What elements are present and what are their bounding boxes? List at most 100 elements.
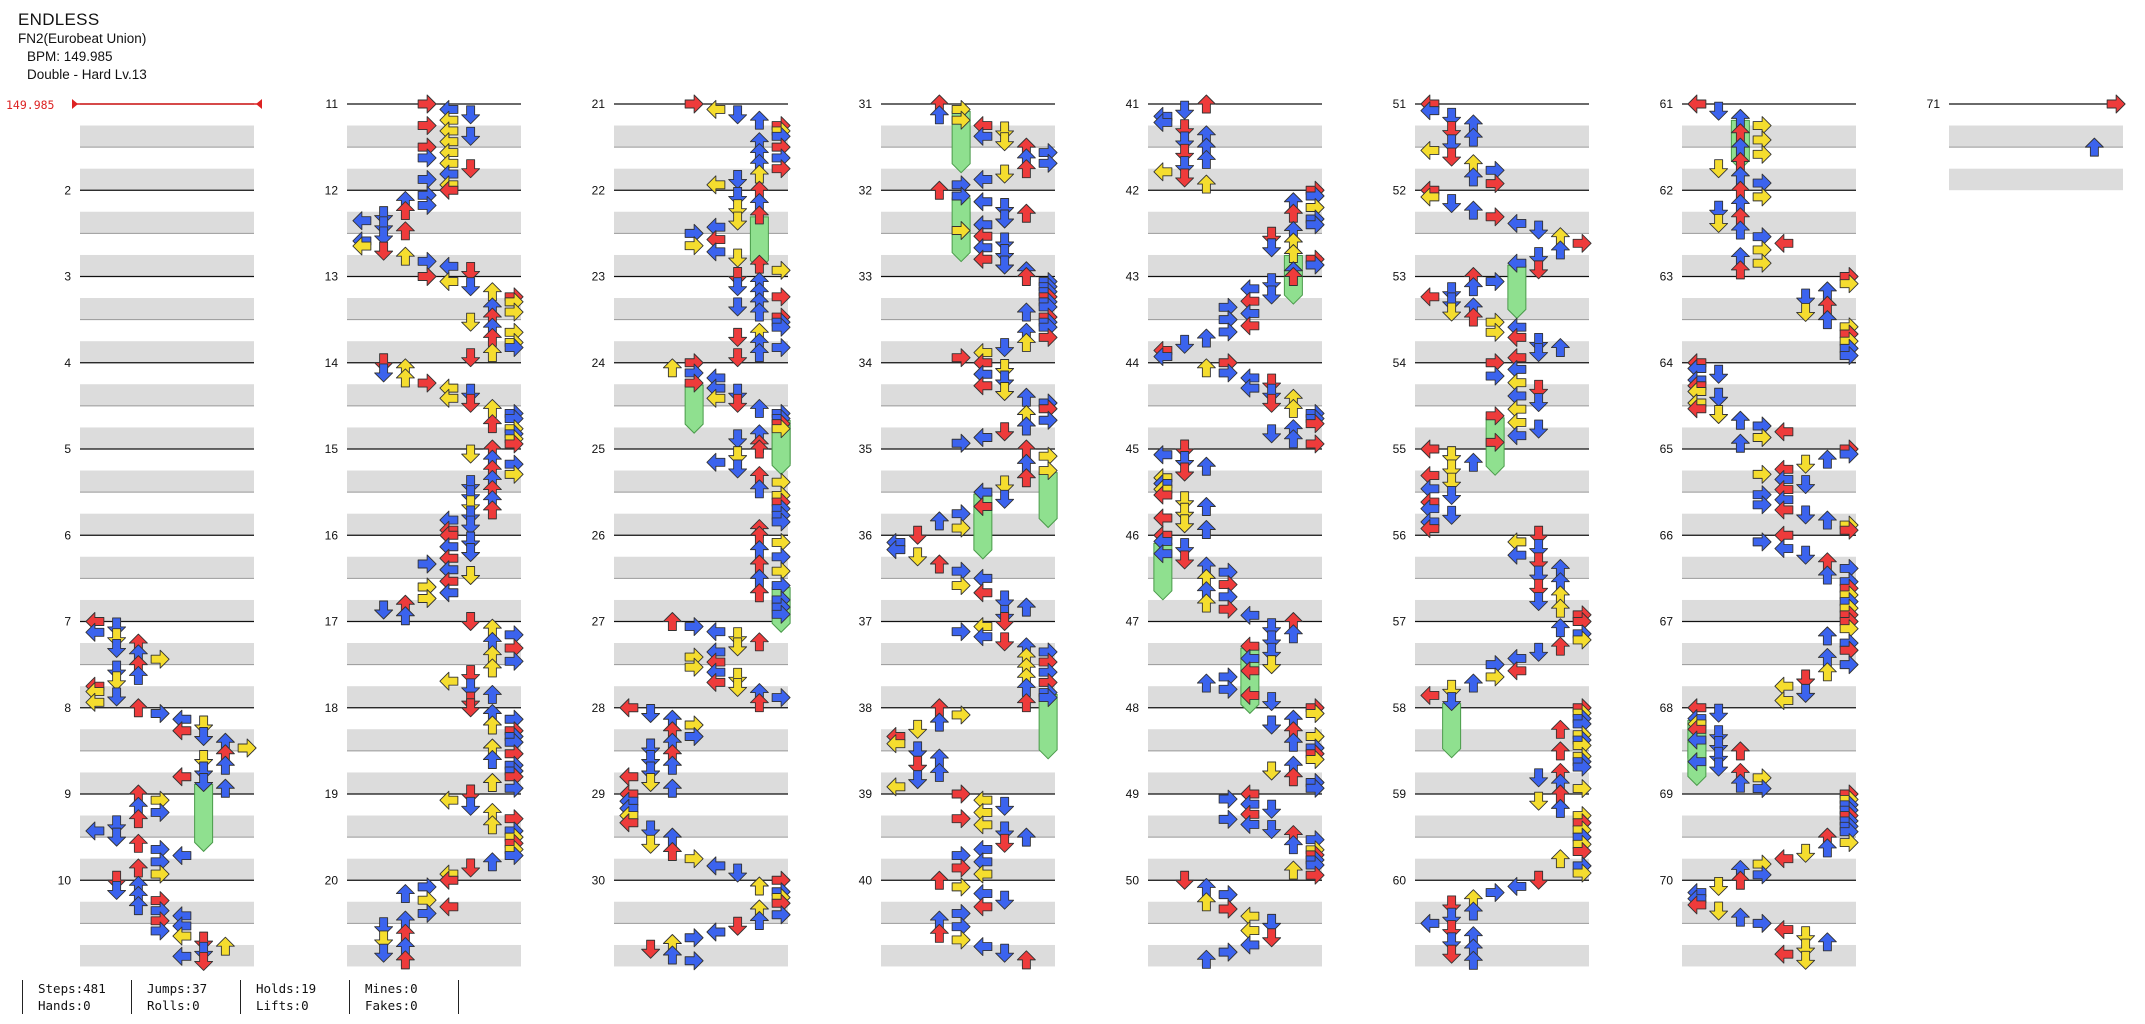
arrow-right-icon: [1572, 630, 1592, 650]
arrow-up-icon: [395, 246, 415, 266]
arrow-right-icon: [1305, 414, 1325, 434]
arrow-left-icon: [1240, 605, 1260, 625]
arrow-down-icon: [1796, 926, 1816, 946]
beat-band: [881, 513, 1055, 536]
measure-number: 28: [592, 701, 606, 715]
arrow-up-icon: [1283, 624, 1303, 644]
measure-50: [1148, 879, 1322, 967]
measure-51: [1415, 103, 1589, 191]
arrow-down-icon: [1796, 683, 1816, 703]
measure-1: [80, 103, 254, 191]
arrow-right-icon: [504, 778, 524, 798]
measure-number: 53: [1393, 270, 1407, 284]
measure-5: [80, 448, 254, 536]
beat-band: [1415, 470, 1589, 492]
beat-band: [1148, 470, 1322, 492]
arrow-right-icon: [684, 617, 704, 637]
arrow-down-icon: [1442, 472, 1462, 492]
measure-number: 25: [592, 442, 606, 456]
arrow-down-icon: [1796, 302, 1816, 322]
arrow-left-icon: [439, 671, 459, 691]
arrow-right-icon: [1572, 233, 1592, 253]
arrow-right-icon: [1038, 461, 1058, 481]
arrow-down-icon: [1442, 692, 1462, 712]
beat-band: [1949, 125, 2123, 147]
measure-number: 51: [1393, 97, 1407, 111]
arrow-down-icon: [1442, 302, 1462, 322]
arrow-down-icon: [1262, 238, 1282, 258]
arrow-down-icon: [1175, 100, 1195, 120]
beat-band: [347, 125, 521, 147]
arrow-down-icon: [728, 627, 748, 647]
measure-26: [614, 534, 788, 622]
arrow-down-icon: [641, 750, 661, 769]
arrow-left-icon: [706, 856, 726, 876]
arrow-down-icon: [1529, 642, 1549, 662]
measure-number: 64: [1660, 356, 1674, 370]
measure-number: 67: [1660, 615, 1674, 629]
stat-mines: Mines:0: [365, 981, 418, 996]
arrow-right-icon: [417, 554, 437, 574]
measure-number: 11: [326, 97, 339, 111]
arrow-up-icon: [1550, 798, 1570, 818]
chart-difficulty: Double - Hard Lv.13: [27, 67, 147, 82]
arrow-left-icon: [172, 767, 192, 787]
arrow-up-icon: [1196, 673, 1216, 693]
arrow-up-icon: [482, 343, 502, 363]
arrow-left-icon: [439, 180, 459, 200]
arrow-left-icon: [1153, 445, 1173, 465]
arrow-down-icon: [461, 393, 481, 413]
arrow-left-icon: [1420, 287, 1440, 307]
arrow-down-icon: [107, 628, 127, 648]
arrow-right-icon: [1485, 272, 1505, 292]
beat-band: [80, 729, 254, 751]
arrow-right-icon: [771, 688, 791, 708]
arrow-down-icon: [1529, 578, 1549, 598]
bpm-marker-end: [256, 99, 262, 109]
arrow-left-icon: [1420, 439, 1440, 459]
beat-band: [1415, 384, 1589, 406]
arrow-down-icon: [908, 525, 928, 545]
beat-band: [1148, 944, 1322, 967]
arrow-up-icon: [1817, 626, 1837, 646]
measure-16: [347, 534, 521, 622]
beat-band: [614, 470, 788, 492]
arrow-right-icon: [1752, 187, 1772, 207]
measure-61: [1682, 103, 1856, 191]
arrow-up-icon: [749, 583, 769, 603]
arrow-right-icon: [951, 622, 971, 642]
arrow-down-icon: [728, 248, 748, 268]
arrow-down-icon: [995, 422, 1015, 442]
beat-band: [80, 341, 254, 363]
bpm-marker: 149.985: [6, 98, 262, 112]
arrow-down-icon: [1709, 387, 1729, 407]
arrow-right-icon: [951, 110, 971, 130]
arrow-down-icon: [995, 232, 1015, 252]
measure-number: 30: [592, 873, 606, 887]
beat-band: [1682, 729, 1856, 751]
measure-number: 9: [64, 787, 71, 801]
measure-number: 41: [1126, 97, 1140, 111]
measure-2: [80, 189, 254, 277]
arrow-down-icon: [1262, 618, 1282, 638]
measure-number: 56: [1393, 528, 1407, 542]
measure-number: 17: [325, 615, 339, 629]
beat-band: [347, 944, 521, 967]
arrow-left-icon: [886, 540, 906, 560]
arrow-up-icon: [482, 414, 502, 434]
arrow-right-icon: [1752, 913, 1772, 933]
arrow-down-icon: [728, 267, 748, 286]
arrow-left-icon: [1153, 162, 1173, 182]
measure-34: [881, 362, 1055, 449]
arrow-down-icon: [995, 370, 1015, 390]
beat-band: [347, 815, 521, 837]
arrow-down-icon: [995, 632, 1015, 652]
arrow-left-icon: [1240, 814, 1260, 834]
beat-band: [1682, 858, 1856, 881]
measure-number: 60: [1393, 873, 1407, 887]
arrow-right-icon: [150, 864, 170, 884]
measure-number: 38: [859, 701, 873, 715]
arrow-right-icon: [1839, 833, 1859, 852]
arrow-up-icon: [1730, 870, 1750, 890]
beat-band: [881, 556, 1055, 579]
